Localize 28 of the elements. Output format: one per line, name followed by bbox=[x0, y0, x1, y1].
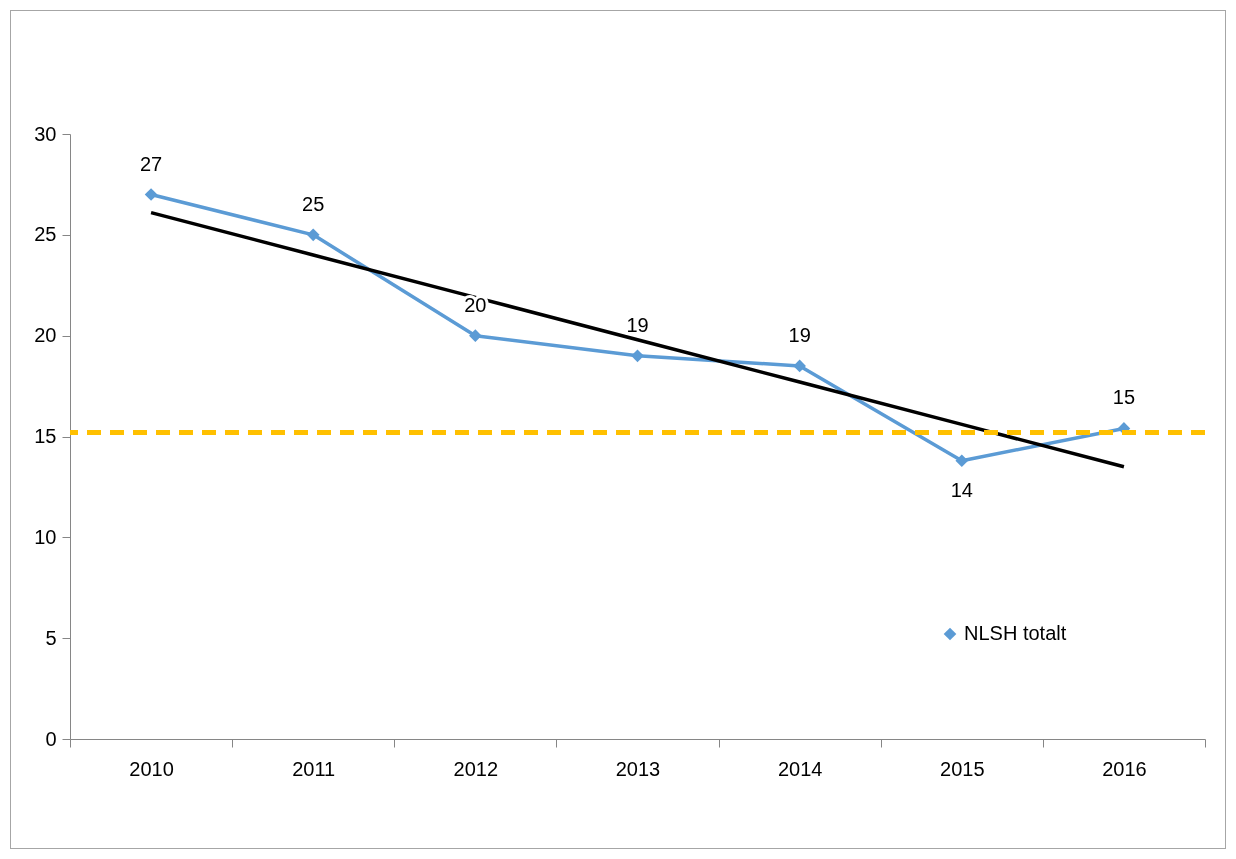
data-label: 20 bbox=[464, 293, 487, 316]
x-tick-label: 2013 bbox=[615, 757, 661, 780]
data-label: 15 bbox=[1112, 386, 1136, 409]
x-tick-label: 2012 bbox=[453, 757, 499, 780]
point bbox=[631, 349, 644, 363]
x-tick-label: 2014 bbox=[777, 757, 823, 780]
y-tick-label: 10 bbox=[34, 525, 57, 548]
point bbox=[144, 188, 158, 201]
x-tick-label: 2015 bbox=[940, 757, 985, 780]
y-tick-label: 0 bbox=[45, 727, 57, 750]
x-tick-label: 2016 bbox=[1102, 757, 1147, 780]
data-label: 19 bbox=[788, 323, 811, 346]
data-label: 27 bbox=[139, 152, 163, 175]
data-label: 14 bbox=[950, 478, 973, 501]
x-tick-label: 2010 bbox=[129, 757, 174, 780]
y-tick-label: 20 bbox=[34, 324, 57, 347]
point bbox=[306, 228, 320, 242]
y-tick-label: 30 bbox=[34, 122, 57, 145]
point bbox=[955, 454, 969, 468]
data-label: 25 bbox=[302, 192, 325, 215]
legend-label: NLSH totalt bbox=[964, 622, 1067, 644]
point bbox=[469, 329, 482, 342]
data-label: 19 bbox=[626, 313, 649, 336]
y-tick-label: 5 bbox=[45, 626, 57, 649]
y-tick-label: 15 bbox=[34, 425, 57, 447]
x-tick-label: 2011 bbox=[292, 757, 336, 780]
y-tick-label: 25 bbox=[34, 223, 57, 246]
point bbox=[793, 359, 806, 373]
